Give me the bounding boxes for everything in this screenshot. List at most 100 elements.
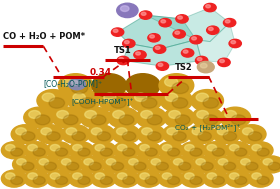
Circle shape: [161, 20, 165, 23]
Circle shape: [55, 176, 68, 184]
Circle shape: [67, 162, 79, 170]
Circle shape: [11, 125, 39, 144]
Circle shape: [231, 115, 246, 125]
Circle shape: [22, 132, 35, 141]
Circle shape: [129, 90, 162, 112]
Circle shape: [217, 128, 228, 135]
Circle shape: [78, 148, 90, 156]
Circle shape: [68, 90, 100, 112]
Circle shape: [72, 81, 78, 85]
Circle shape: [145, 148, 157, 156]
Circle shape: [178, 16, 182, 19]
Circle shape: [165, 93, 178, 101]
Circle shape: [218, 58, 230, 67]
Circle shape: [213, 125, 241, 144]
Circle shape: [181, 49, 194, 57]
Circle shape: [204, 3, 216, 12]
Circle shape: [181, 142, 206, 159]
Circle shape: [153, 45, 166, 53]
Circle shape: [24, 170, 49, 187]
Circle shape: [36, 125, 64, 144]
Circle shape: [99, 90, 131, 112]
Circle shape: [117, 173, 127, 179]
Circle shape: [192, 156, 217, 173]
Circle shape: [22, 162, 34, 170]
Circle shape: [129, 159, 138, 165]
Circle shape: [263, 159, 273, 165]
Circle shape: [119, 115, 134, 125]
Circle shape: [140, 144, 150, 151]
Circle shape: [207, 26, 219, 34]
Circle shape: [73, 173, 82, 179]
Circle shape: [29, 111, 40, 118]
Circle shape: [95, 173, 105, 179]
Circle shape: [225, 142, 251, 159]
Circle shape: [136, 52, 140, 55]
Circle shape: [190, 176, 202, 184]
Circle shape: [91, 170, 116, 187]
Circle shape: [122, 132, 136, 141]
Circle shape: [231, 41, 235, 44]
Circle shape: [185, 173, 194, 179]
Circle shape: [139, 11, 152, 19]
Circle shape: [5, 173, 15, 179]
Circle shape: [223, 132, 237, 141]
Circle shape: [46, 142, 71, 159]
Circle shape: [35, 115, 50, 125]
Circle shape: [173, 132, 186, 141]
Circle shape: [55, 148, 68, 156]
Circle shape: [156, 162, 168, 170]
Polygon shape: [123, 40, 202, 66]
Circle shape: [104, 93, 116, 101]
Circle shape: [195, 56, 208, 65]
Circle shape: [136, 107, 167, 128]
Circle shape: [235, 148, 247, 156]
Circle shape: [197, 61, 214, 73]
Circle shape: [196, 159, 206, 165]
Circle shape: [111, 98, 126, 108]
Circle shape: [33, 176, 45, 184]
Circle shape: [136, 142, 161, 159]
Circle shape: [155, 46, 160, 49]
Circle shape: [47, 132, 60, 141]
Circle shape: [58, 74, 93, 97]
Circle shape: [111, 28, 124, 36]
Circle shape: [169, 156, 195, 173]
Circle shape: [1, 170, 27, 187]
Circle shape: [61, 159, 71, 165]
Circle shape: [179, 162, 191, 170]
Circle shape: [125, 41, 129, 44]
Circle shape: [17, 159, 26, 165]
Circle shape: [147, 156, 172, 173]
Circle shape: [91, 115, 106, 125]
Circle shape: [190, 36, 202, 44]
Circle shape: [197, 111, 208, 118]
Circle shape: [87, 125, 115, 144]
Circle shape: [257, 148, 269, 156]
Circle shape: [49, 98, 65, 108]
Circle shape: [52, 107, 83, 128]
Circle shape: [72, 132, 85, 141]
Circle shape: [84, 159, 94, 165]
Circle shape: [57, 111, 68, 118]
Polygon shape: [146, 8, 230, 42]
Text: TS1: TS1: [113, 46, 131, 55]
Circle shape: [220, 60, 224, 63]
Circle shape: [16, 128, 26, 135]
Circle shape: [137, 125, 165, 144]
Circle shape: [95, 144, 105, 151]
Circle shape: [148, 34, 160, 42]
Circle shape: [113, 29, 118, 32]
Text: [COOH-HPOM¹ᵉ]⁺: [COOH-HPOM¹ᵉ]⁺: [71, 97, 134, 105]
Circle shape: [176, 15, 188, 23]
Circle shape: [5, 144, 15, 151]
Circle shape: [172, 82, 188, 94]
Text: [CO-H₂O-POM]⁺: [CO-H₂O-POM]⁺: [43, 79, 102, 88]
Circle shape: [223, 19, 236, 27]
Circle shape: [248, 142, 273, 159]
Circle shape: [100, 176, 113, 184]
Circle shape: [164, 107, 195, 128]
Circle shape: [225, 170, 251, 187]
Circle shape: [69, 170, 94, 187]
Circle shape: [190, 148, 202, 156]
